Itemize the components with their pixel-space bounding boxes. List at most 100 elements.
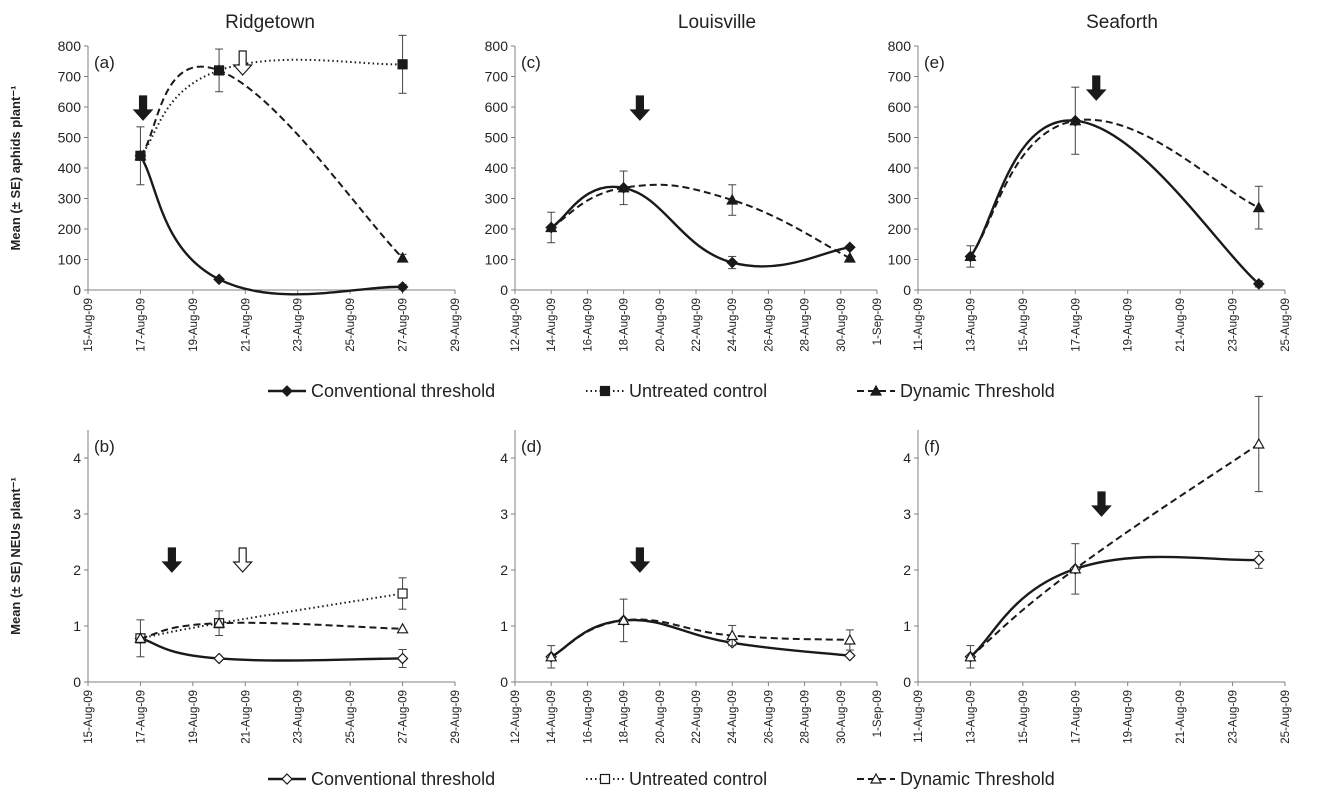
- series-dynamic-threshold: [964, 395, 1265, 662]
- legend-item: Dynamic Threshold: [857, 381, 1055, 401]
- series-line: [139, 65, 404, 259]
- x-tick-label: 1-Sep-09: [872, 690, 884, 737]
- y-tick-label: 1: [903, 618, 911, 634]
- data-point-triangle: [1069, 114, 1082, 126]
- data-point-square: [599, 773, 611, 785]
- y-tick-label: 3: [500, 506, 508, 522]
- y-tick-label: 1: [73, 618, 81, 634]
- y-tick-label: 200: [58, 221, 82, 237]
- data-point-diamond: [281, 773, 293, 785]
- y-tick-label: 800: [58, 38, 82, 54]
- data-point-triangle: [396, 251, 409, 263]
- data-point-triangle: [617, 614, 630, 626]
- x-tick-label: 29-Aug-09: [450, 690, 462, 744]
- y-tick-label: 4: [73, 450, 81, 466]
- x-tick-label: 26-Aug-09: [763, 690, 775, 744]
- y-tick-label: 500: [485, 130, 509, 146]
- x-tick-label: 23-Aug-09: [293, 298, 305, 352]
- y-tick-label: 600: [485, 99, 509, 115]
- y-tick-label: 0: [73, 674, 81, 690]
- series-line: [969, 555, 1259, 658]
- x-tick-label: 15-Aug-09: [1018, 298, 1030, 352]
- chart-panel-e: 0 100 200 300 400 500 600 700 800 11-Aug-09 13-Aug…: [888, 38, 1292, 352]
- x-tick-label: 21-Aug-09: [1175, 298, 1187, 352]
- data-point-triangle: [843, 633, 856, 645]
- legend-label: Untreated control: [629, 769, 767, 789]
- y-tick-label: 200: [485, 221, 509, 237]
- y-tick-label: 300: [58, 191, 82, 207]
- data-point-triangle: [964, 650, 977, 662]
- x-tick-label: 11-Aug-09: [913, 690, 925, 743]
- y-tick-label: 500: [888, 130, 912, 146]
- data-point-diamond: [213, 652, 225, 665]
- data-point-triangle: [545, 221, 558, 233]
- x-tick-label: 15-Aug-09: [83, 298, 95, 352]
- panel-label: (e): [924, 53, 945, 72]
- data-point-triangle: [134, 632, 147, 643]
- x-tick-label: 14-Aug-09: [546, 690, 558, 744]
- data-point-diamond: [396, 652, 409, 665]
- x-tick-label: 16-Aug-09: [582, 298, 594, 352]
- data-point-triangle: [1069, 562, 1082, 574]
- y-tick-label: 100: [485, 252, 509, 268]
- application-arrow-icon: [629, 547, 651, 573]
- panel-label: (a): [94, 53, 115, 72]
- y-tick-label: 700: [888, 69, 912, 85]
- site-title: Ridgetown: [225, 12, 315, 33]
- series-dynamic-threshold: [964, 114, 1265, 262]
- y-tick-label: 4: [500, 450, 508, 466]
- data-point-diamond: [396, 281, 409, 293]
- series-conventional-threshold: [545, 170, 856, 270]
- data-point-triangle: [617, 181, 630, 193]
- x-tick-label: 25-Aug-09: [345, 690, 357, 744]
- x-tick-label: 18-Aug-09: [619, 298, 631, 352]
- series-conventional-threshold: [134, 149, 409, 296]
- data-point-diamond: [844, 241, 856, 254]
- series-line: [550, 185, 851, 268]
- series-untreated-control: [135, 34, 408, 161]
- series-conventional-threshold: [964, 543, 1265, 669]
- legend-item: Conventional threshold: [268, 381, 495, 401]
- data-point-triangle: [869, 772, 883, 784]
- x-tick-label: 21-Aug-09: [1175, 690, 1187, 744]
- x-tick-label: 20-Aug-09: [655, 298, 667, 352]
- x-tick-label: 26-Aug-09: [763, 298, 775, 352]
- x-tick-label: 15-Aug-09: [1018, 690, 1030, 744]
- y-tick-label: 3: [903, 506, 911, 522]
- y-tick-label: 600: [888, 99, 912, 115]
- series-line: [140, 621, 403, 640]
- y-tick-label: 400: [888, 160, 912, 176]
- y-tick-label: 0: [73, 282, 81, 298]
- y-tick-label: 100: [888, 252, 912, 268]
- y-tick-label: 0: [903, 674, 911, 690]
- y-tick-label: 400: [485, 160, 509, 176]
- x-tick-label: 28-Aug-09: [800, 690, 812, 744]
- data-point-triangle: [843, 251, 856, 263]
- x-tick-label: 19-Aug-09: [188, 298, 200, 352]
- data-point-diamond: [281, 385, 293, 397]
- series-line: [140, 592, 403, 640]
- data-point-triangle: [1252, 201, 1265, 213]
- x-tick-label: 28-Aug-09: [800, 298, 812, 352]
- series-line: [140, 637, 403, 662]
- x-tick-label: 17-Aug-09: [1070, 690, 1082, 744]
- y-tick-label: 1: [500, 618, 508, 634]
- legends: Conventional threshold Untreated control D…: [268, 381, 1055, 789]
- y-tick-label: 0: [500, 674, 508, 690]
- data-point-triangle: [134, 149, 147, 161]
- x-tick-label: 19-Aug-09: [188, 690, 200, 744]
- x-tick-label: 22-Aug-09: [691, 298, 703, 352]
- x-tick-label: 24-Aug-09: [727, 690, 739, 744]
- series-line: [969, 443, 1260, 658]
- series-untreated-control: [135, 577, 408, 644]
- y-tick-label: 800: [888, 38, 912, 54]
- legend-label: Dynamic Threshold: [900, 381, 1055, 401]
- x-tick-label: 11-Aug-09: [913, 298, 925, 351]
- chart-panel-b: 0 1 2 3 4 15-Aug-09 17-Aug-09 19-Aug-09 21-Aug-0…: [8, 430, 462, 744]
- data-point-triangle: [213, 64, 226, 76]
- application-arrow-icon: [1091, 491, 1112, 517]
- y-tick-label: 2: [73, 562, 81, 578]
- x-tick-label: 30-Aug-09: [836, 298, 848, 352]
- site-title: Seaforth: [1086, 12, 1158, 33]
- y-tick-label: 3: [73, 506, 81, 522]
